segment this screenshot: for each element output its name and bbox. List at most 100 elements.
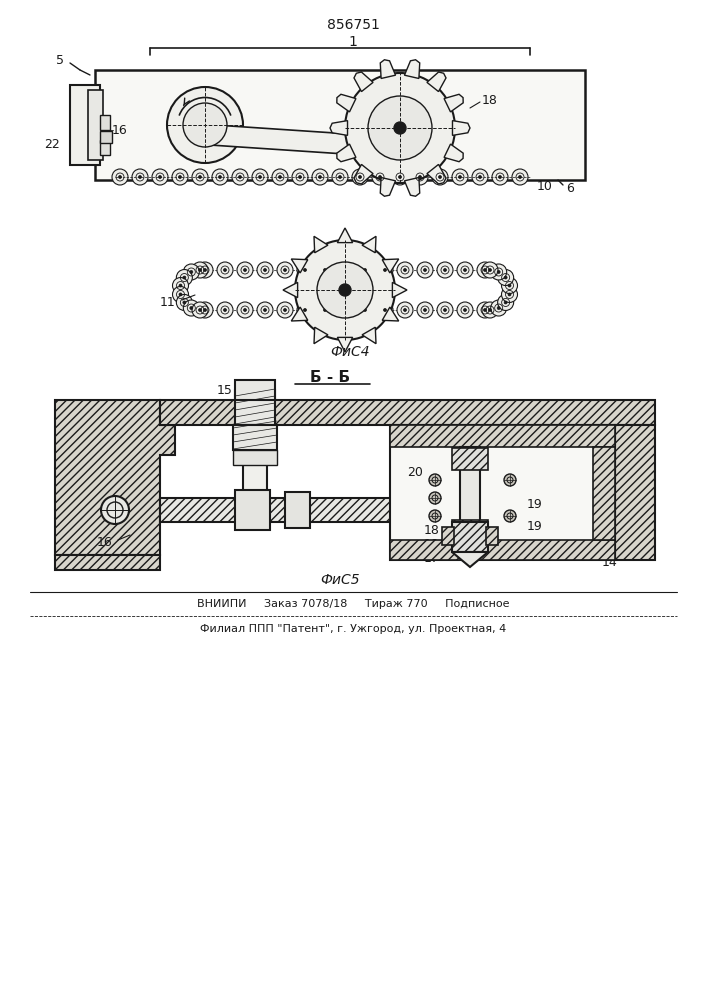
Circle shape [368, 96, 432, 160]
Circle shape [508, 293, 511, 296]
Circle shape [264, 268, 267, 271]
Circle shape [139, 176, 141, 178]
Polygon shape [55, 555, 160, 570]
Polygon shape [314, 327, 328, 344]
Text: Филиал ППП "Патент", г. Ужгород, ул. Проектная, 4: Филиал ППП "Патент", г. Ужгород, ул. Про… [200, 624, 506, 634]
Bar [235, 390, 275, 425]
Circle shape [178, 176, 182, 178]
Circle shape [497, 270, 500, 273]
Circle shape [237, 262, 253, 278]
Circle shape [297, 262, 313, 278]
Circle shape [372, 169, 388, 185]
Circle shape [357, 302, 373, 318]
Circle shape [423, 268, 426, 271]
Circle shape [358, 176, 361, 178]
Polygon shape [427, 164, 446, 184]
Text: 22: 22 [44, 138, 60, 151]
Circle shape [484, 308, 486, 312]
Circle shape [345, 73, 455, 183]
Circle shape [383, 308, 387, 312]
Polygon shape [380, 60, 395, 78]
Circle shape [489, 268, 491, 271]
Circle shape [237, 302, 253, 318]
Circle shape [404, 308, 407, 312]
Circle shape [489, 308, 491, 312]
Circle shape [429, 492, 441, 504]
Circle shape [432, 169, 448, 185]
Circle shape [324, 268, 327, 271]
Polygon shape [452, 121, 470, 135]
Circle shape [199, 268, 201, 271]
Circle shape [417, 262, 433, 278]
Polygon shape [362, 327, 376, 344]
Bar [235, 380, 275, 400]
Circle shape [204, 268, 206, 271]
Circle shape [167, 87, 243, 163]
Bar [160, 498, 395, 522]
Polygon shape [382, 307, 399, 321]
Circle shape [352, 169, 368, 185]
Circle shape [252, 169, 268, 185]
Text: 16: 16 [97, 536, 113, 550]
Circle shape [504, 474, 516, 486]
Circle shape [292, 169, 308, 185]
Circle shape [176, 270, 192, 286]
Circle shape [183, 276, 186, 279]
Circle shape [397, 302, 413, 318]
Circle shape [317, 302, 333, 318]
Circle shape [189, 307, 193, 310]
Circle shape [457, 302, 473, 318]
Polygon shape [354, 72, 373, 92]
Polygon shape [382, 259, 399, 273]
Circle shape [498, 294, 514, 310]
Circle shape [183, 103, 227, 147]
Circle shape [197, 262, 213, 278]
Polygon shape [452, 552, 488, 567]
Circle shape [383, 268, 387, 271]
Circle shape [464, 268, 467, 271]
Circle shape [277, 262, 293, 278]
Circle shape [337, 262, 353, 278]
Polygon shape [160, 400, 655, 425]
Text: 21: 21 [452, 438, 468, 452]
Circle shape [173, 278, 189, 294]
Polygon shape [330, 121, 348, 135]
Circle shape [437, 262, 453, 278]
Bar [100, 115, 110, 130]
Circle shape [223, 308, 226, 312]
Circle shape [392, 169, 408, 185]
Circle shape [363, 308, 366, 312]
Circle shape [429, 474, 441, 486]
Circle shape [438, 176, 441, 178]
Circle shape [297, 302, 313, 318]
Circle shape [223, 268, 226, 271]
Circle shape [295, 240, 395, 340]
Circle shape [399, 176, 402, 178]
Text: 6: 6 [566, 182, 574, 194]
Text: 856751: 856751 [327, 18, 380, 32]
Circle shape [259, 176, 262, 178]
Circle shape [419, 176, 421, 178]
Circle shape [112, 169, 128, 185]
Polygon shape [444, 94, 463, 112]
Circle shape [173, 286, 189, 302]
Text: ФиС4: ФиС4 [330, 345, 370, 359]
Text: 18: 18 [482, 94, 498, 106]
Bar [460, 447, 480, 540]
Circle shape [429, 510, 441, 522]
Circle shape [243, 268, 247, 271]
Circle shape [264, 308, 267, 312]
Circle shape [357, 262, 373, 278]
Circle shape [257, 262, 273, 278]
Polygon shape [427, 72, 446, 92]
Circle shape [324, 308, 327, 312]
Circle shape [218, 176, 221, 178]
Polygon shape [444, 144, 463, 162]
Bar [452, 522, 488, 552]
Circle shape [443, 308, 447, 312]
Circle shape [377, 302, 393, 318]
Circle shape [363, 268, 366, 271]
Polygon shape [55, 400, 175, 555]
Circle shape [158, 176, 161, 178]
Circle shape [417, 302, 433, 318]
